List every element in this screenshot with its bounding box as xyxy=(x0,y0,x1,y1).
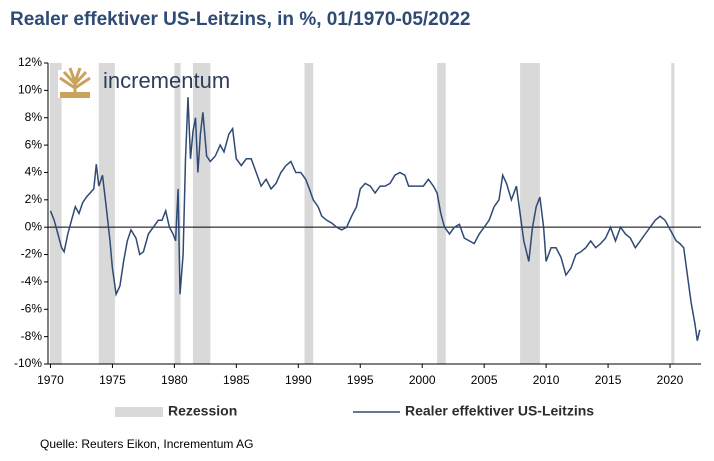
y-tick-label: -8% xyxy=(21,329,43,343)
y-tick-label: 6% xyxy=(25,137,43,151)
y-tick-label: 8% xyxy=(25,110,43,124)
legend-swatch xyxy=(115,407,163,417)
logo-text: incrementum xyxy=(103,68,230,93)
recession-band xyxy=(671,63,675,364)
x-tick-label: 1975 xyxy=(99,373,126,387)
x-tick-label: 1985 xyxy=(223,373,250,387)
legend-label: Realer effektiver US-Leitzins xyxy=(405,403,594,419)
recession-band xyxy=(520,63,540,364)
recession-band xyxy=(304,63,314,364)
y-tick-label: -2% xyxy=(21,247,43,261)
source: Quelle: Reuters Eikon, Incrementum AG xyxy=(40,437,253,451)
recession-band xyxy=(192,63,211,364)
y-tick-label: 4% xyxy=(25,165,43,179)
x-tick-label: 2005 xyxy=(471,373,498,387)
y-tick-label: -6% xyxy=(21,301,43,315)
y-tick-label: 12% xyxy=(18,55,42,69)
recession-band xyxy=(49,63,62,364)
x-tick-label: 2000 xyxy=(409,373,436,387)
logo-icon xyxy=(58,67,92,98)
x-tick-label: 2020 xyxy=(657,373,684,387)
y-tick-label: -10% xyxy=(14,356,42,370)
y-tick-label: 0% xyxy=(25,219,43,233)
x-tick-label: 1980 xyxy=(161,373,188,387)
y-tick-label: 10% xyxy=(18,83,42,97)
chart-title: Realer effektiver US-Leitzins, in %, 01/… xyxy=(10,9,470,30)
x-tick-label: 2010 xyxy=(533,373,560,387)
x-tick-label: 2015 xyxy=(595,373,622,387)
plot-area xyxy=(44,62,701,368)
x-tick-label: 1990 xyxy=(285,373,312,387)
legend-label: Rezession xyxy=(168,403,237,419)
x-tick-label: 1995 xyxy=(347,373,374,387)
x-tick-label: 1970 xyxy=(37,373,64,387)
data-line xyxy=(49,97,701,341)
y-tick-label: -4% xyxy=(21,274,43,288)
y-tick-label: 2% xyxy=(25,192,43,206)
